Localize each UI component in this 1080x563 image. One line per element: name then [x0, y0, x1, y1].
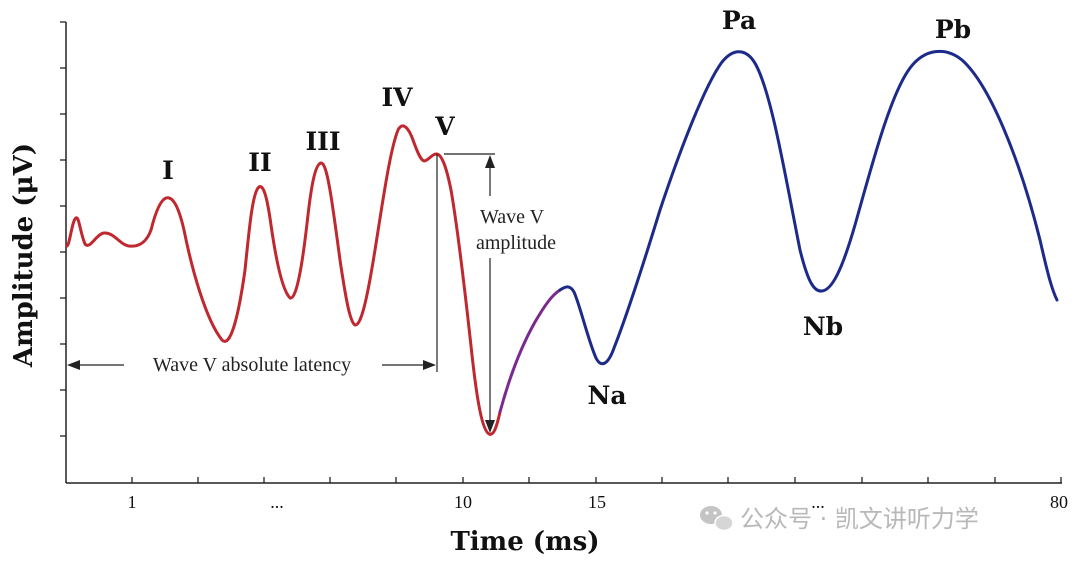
amplitude-annotation: Wave V amplitude — [444, 153, 556, 433]
wave-label-V: V — [434, 112, 455, 141]
x-tick-label: 1 — [128, 492, 137, 512]
x-tick-label: 10 — [454, 492, 472, 512]
x-axis-title: Time (ms) — [450, 527, 599, 557]
wave-label-Nb: Nb — [803, 312, 843, 341]
wave-label-Pa: Pa — [722, 6, 756, 35]
wave-label-Pb: Pb — [935, 15, 971, 44]
wechat-icon — [700, 506, 734, 532]
x-axis: 1 ... 10 15 ... 80 — [66, 477, 1068, 512]
amplitude-label-line1: Wave V — [480, 206, 545, 228]
wave-label-IV: IV — [381, 83, 413, 112]
x-tick-label: ... — [270, 492, 284, 512]
latency-label: Wave V absolute latency — [153, 354, 351, 376]
amplitude-label-line2: amplitude — [476, 232, 556, 254]
latency-annotation: Wave V absolute latency — [67, 154, 438, 376]
x-tick-label: 15 — [588, 492, 606, 512]
wave-label-I: I — [162, 156, 174, 185]
wave-label-III: III — [305, 127, 340, 156]
x-tick-label: 80 — [1050, 492, 1068, 512]
x-tick-label: ... — [811, 492, 825, 512]
series-line-mlr — [558, 49, 1059, 366]
watermark: 公众号 · 凯文讲听力学 — [700, 505, 979, 533]
y-axis-title: Amplitude (μV) — [9, 143, 39, 368]
wave-label-II: II — [248, 148, 271, 177]
series-line-abr — [65, 124, 502, 436]
y-axis — [60, 21, 67, 483]
series-line-transition — [498, 288, 562, 414]
watermark-text: 公众号 · 凯文讲听力学 — [740, 505, 979, 533]
wave-label-Na: Na — [587, 381, 626, 410]
